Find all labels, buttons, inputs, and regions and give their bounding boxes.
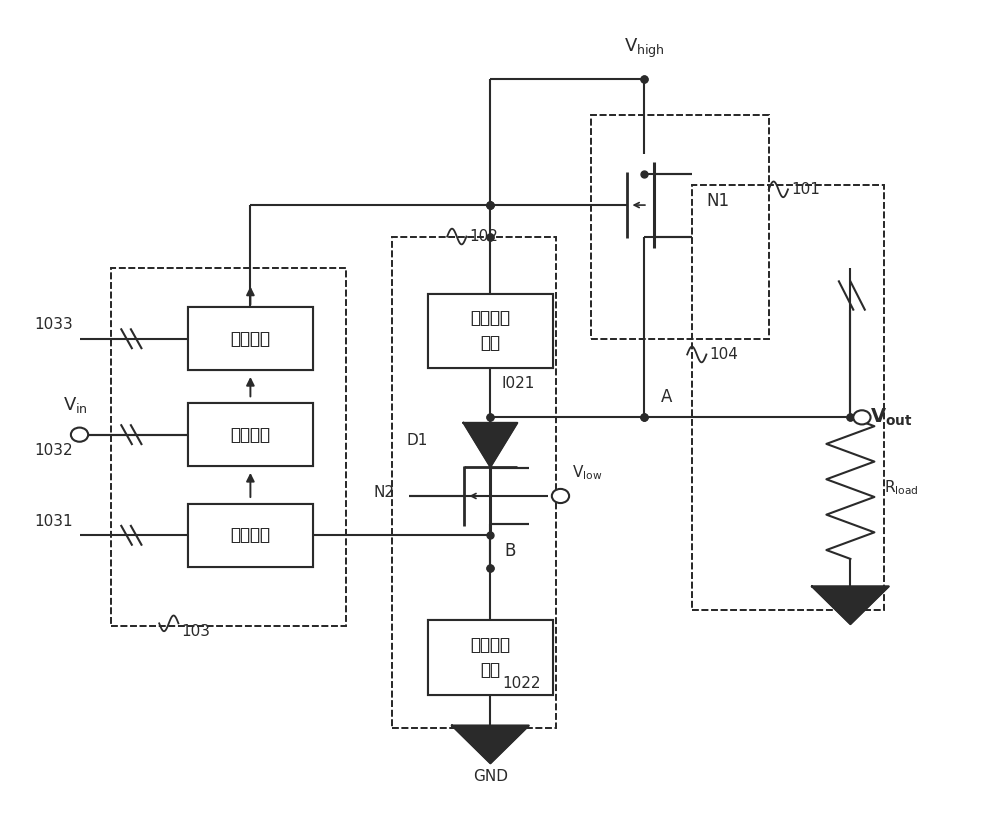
Bar <box>428 293 553 369</box>
Bar <box>591 115 769 339</box>
Circle shape <box>853 410 871 424</box>
Text: V$_{\mathsf{low}}$: V$_{\mathsf{low}}$ <box>572 463 602 482</box>
Text: 驱动单元: 驱动单元 <box>230 330 270 348</box>
Text: 103: 103 <box>181 624 210 639</box>
Bar <box>188 504 313 567</box>
Text: N1: N1 <box>706 192 730 210</box>
Text: 第二高阻
单元: 第二高阻 单元 <box>470 636 510 679</box>
Bar <box>111 268 346 626</box>
Text: $\mathbf{V_{out}}$: $\mathbf{V_{out}}$ <box>870 407 912 428</box>
Text: N2: N2 <box>373 485 394 500</box>
Text: 整形单元: 整形单元 <box>230 527 270 545</box>
Text: V$_{\mathsf{in}}$: V$_{\mathsf{in}}$ <box>63 395 88 415</box>
Bar <box>188 504 313 567</box>
Polygon shape <box>452 726 529 763</box>
Text: GND: GND <box>473 769 508 784</box>
Bar <box>188 307 313 370</box>
Bar <box>692 185 884 610</box>
Bar <box>428 620 553 695</box>
Text: 101: 101 <box>791 182 820 197</box>
Bar <box>111 268 346 626</box>
Bar <box>392 237 556 728</box>
Polygon shape <box>464 423 517 467</box>
Text: 整形单元: 整形单元 <box>230 527 270 545</box>
Bar <box>428 620 553 695</box>
Text: 1033: 1033 <box>34 318 73 333</box>
Text: 1022: 1022 <box>502 676 540 690</box>
Bar <box>428 293 553 369</box>
Bar <box>188 403 313 466</box>
Text: 第二高阻
单元: 第二高阻 单元 <box>470 636 510 679</box>
Text: V$_{\mathsf{high}}$: V$_{\mathsf{high}}$ <box>624 36 664 60</box>
Bar <box>392 237 556 728</box>
Text: D1: D1 <box>407 433 428 449</box>
Polygon shape <box>812 586 889 624</box>
Text: A: A <box>661 387 673 405</box>
Text: 驱动单元: 驱动单元 <box>230 330 270 348</box>
Bar <box>188 307 313 370</box>
Circle shape <box>552 489 569 503</box>
Text: 1031: 1031 <box>34 514 73 529</box>
Text: 1032: 1032 <box>34 443 73 459</box>
Bar <box>591 115 769 339</box>
Text: I021: I021 <box>502 376 535 391</box>
Text: 逻辑单元: 逻辑单元 <box>230 426 270 444</box>
Text: 102: 102 <box>469 229 498 244</box>
Text: 第一高阻
单元: 第一高阻 单元 <box>470 310 510 352</box>
Circle shape <box>71 428 88 441</box>
Text: 第一高阻
单元: 第一高阻 单元 <box>470 310 510 352</box>
Bar <box>188 403 313 466</box>
Text: R$_{\mathsf{load}}$: R$_{\mathsf{load}}$ <box>884 479 919 497</box>
Text: 逻辑单元: 逻辑单元 <box>230 426 270 444</box>
Text: B: B <box>505 542 516 560</box>
Text: 104: 104 <box>709 347 738 362</box>
Bar <box>692 185 884 610</box>
